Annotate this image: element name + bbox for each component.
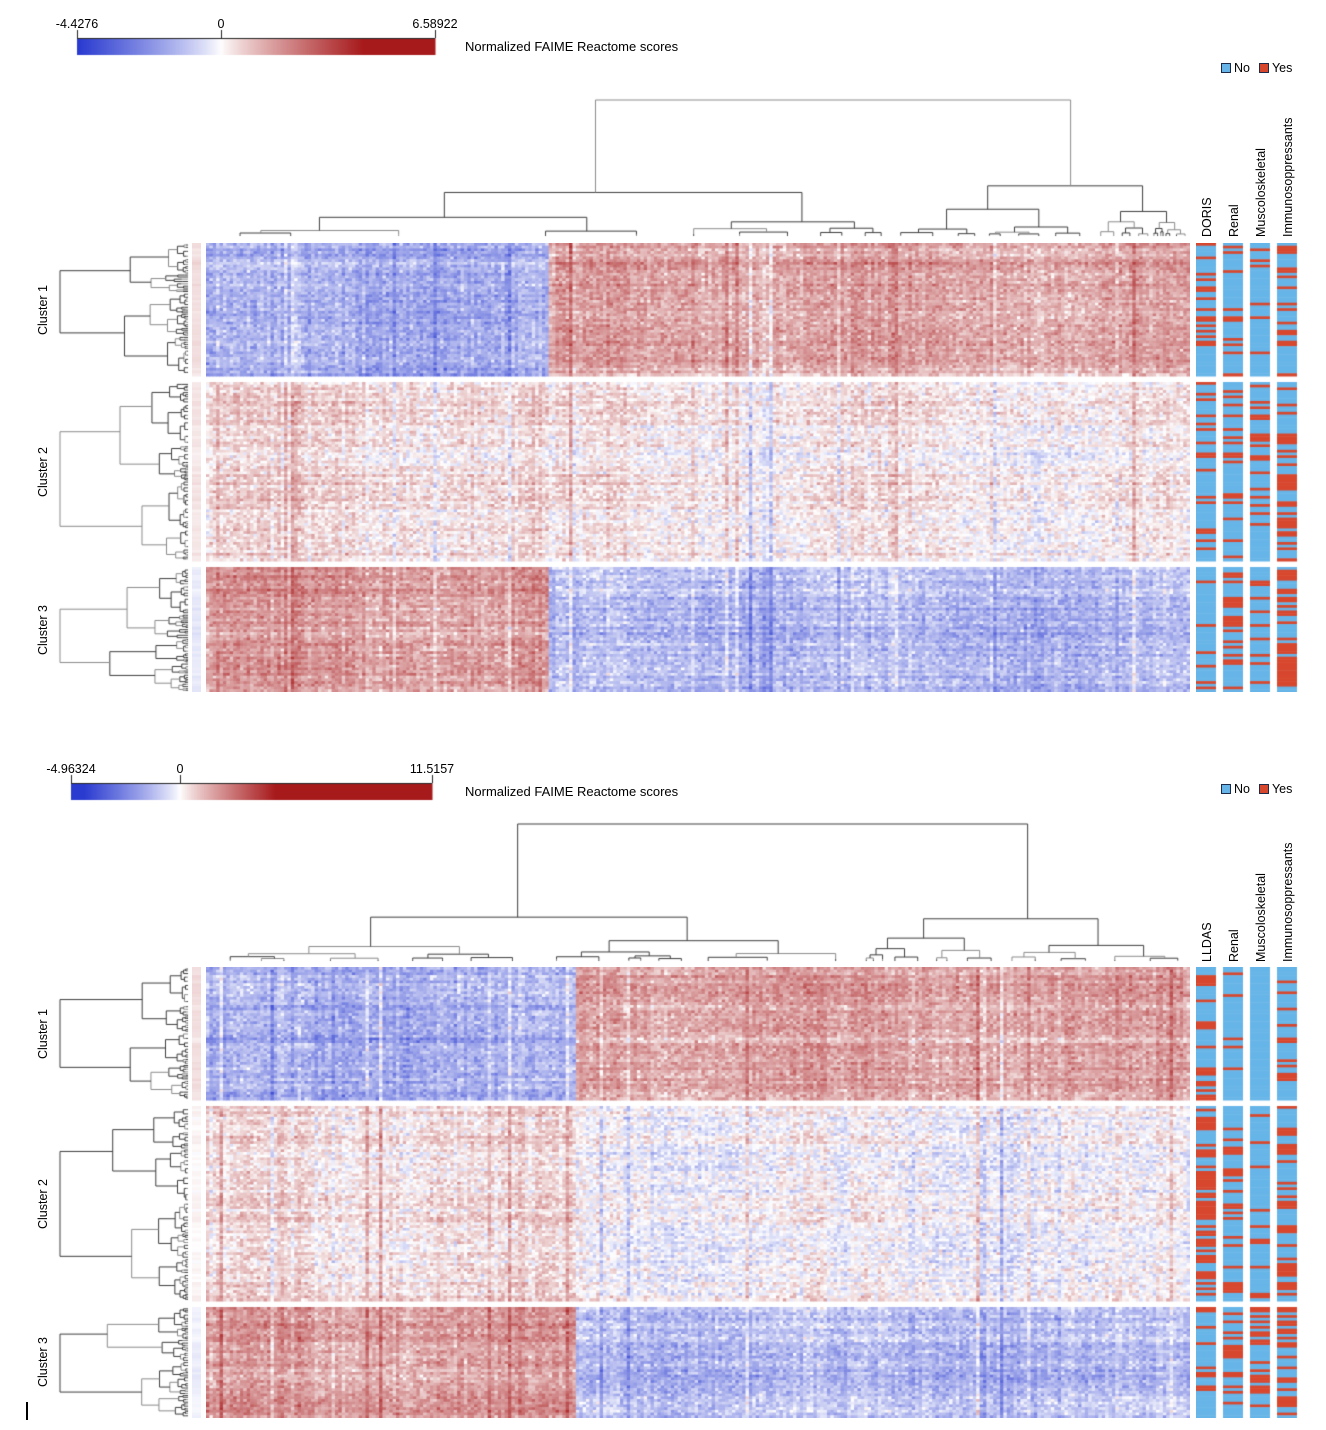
annotation-label-renal: Renal (1227, 929, 1241, 962)
legend-no-swatch (1221, 784, 1231, 794)
column-dendrogram (206, 98, 1190, 238)
row-mean-strip (192, 243, 201, 692)
legend-no-label: No (1234, 61, 1250, 75)
annotation-label-doris: DORIS (1200, 197, 1214, 237)
row-dendrograms (58, 967, 190, 1418)
cluster2-label: Cluster 2 (36, 1178, 50, 1230)
legend-yes-swatch (1258, 784, 1269, 794)
heatmap (206, 967, 1190, 1418)
column-dendrogram (206, 822, 1190, 963)
cluster1-label: Cluster 1 (36, 284, 50, 336)
colorbar-zero-label: 0 (176, 762, 184, 776)
heatmap (206, 243, 1190, 692)
colorbar-title: Normalized FAIME Reactome scores (465, 39, 679, 54)
legend-no-swatch (1221, 63, 1231, 73)
legend-no-label: No (1234, 782, 1250, 796)
colorbar (69, 774, 434, 802)
cluster1-label: Cluster 1 (36, 1008, 50, 1060)
colorbar-zero-label: 0 (217, 17, 225, 31)
legend-yes-label: Yes (1271, 782, 1293, 796)
colorbar-title: Normalized FAIME Reactome scores (465, 784, 679, 799)
annotation-tracks (1196, 243, 1298, 692)
annotation-label-renal: Renal (1227, 204, 1241, 237)
colorbar-max-label: 11.5157 (409, 762, 455, 776)
legend-yes-label: Yes (1271, 61, 1293, 75)
cluster3-label: Cluster 3 (36, 604, 50, 656)
colorbar-min-label: -4.96324 (46, 762, 96, 776)
annotation-label-lldas: LLDAS (1200, 922, 1214, 962)
colorbar (75, 29, 437, 57)
legend-yes-swatch (1258, 63, 1269, 73)
yes-no-legend: No Yes (1221, 782, 1292, 796)
yes-no-legend: No Yes (1221, 61, 1292, 75)
annotation-label-muscoloskeletal: Muscoloskeletal (1254, 873, 1268, 962)
annotation-label-immunosoppressants: Immunosoppressants (1281, 117, 1295, 237)
cluster3-label: Cluster 3 (36, 1336, 50, 1388)
cluster2-label: Cluster 2 (36, 446, 50, 498)
row-mean-strip (192, 967, 201, 1418)
annotation-label-immunosoppressants: Immunosoppressants (1281, 842, 1295, 962)
annotation-tracks (1196, 967, 1298, 1418)
row-dendrograms (58, 243, 190, 692)
colorbar-max-label: 6.58922 (412, 17, 458, 31)
colorbar-min-label: -4.4276 (55, 17, 99, 31)
annotation-label-muscoloskeletal: Muscoloskeletal (1254, 148, 1268, 237)
axis-tick-mark (26, 1402, 28, 1420)
